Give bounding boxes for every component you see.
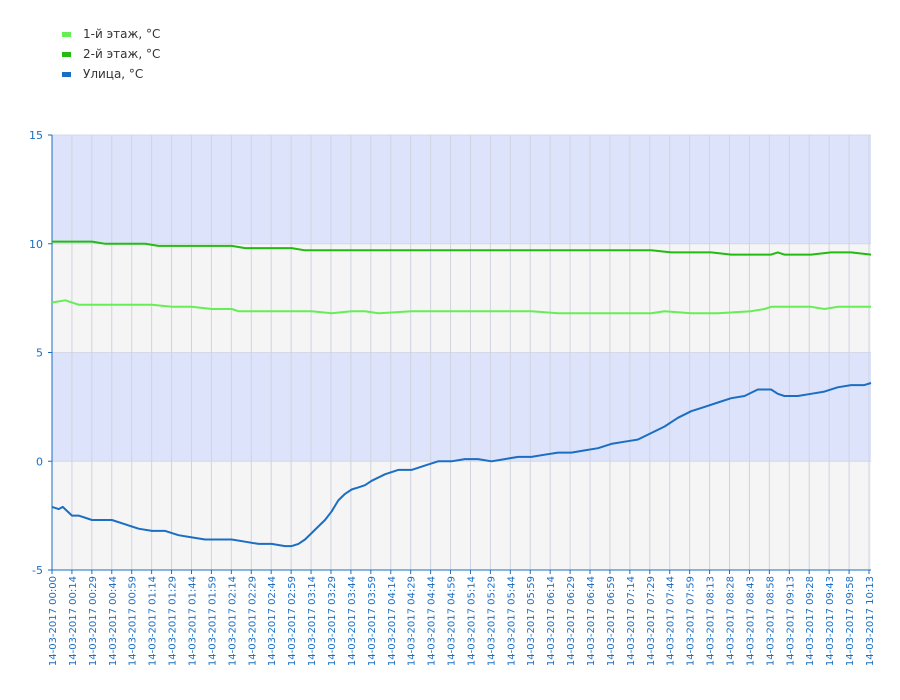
x-tick-label: 14-03-2017 02:29	[247, 576, 258, 666]
x-tick-label: 14-03-2017 07:59	[686, 576, 697, 666]
plot-band	[52, 243, 871, 353]
x-tick-label: 14-03-2017 03:29	[327, 576, 338, 666]
x-tick-label: 14-03-2017 01:29	[168, 576, 179, 666]
series-line-floor1	[51, 299, 871, 315]
legend-swatch-street	[62, 71, 71, 77]
x-tick-label: 14-03-2017 08:13	[706, 576, 717, 666]
legend-item-floor1[interactable]: 1-й этаж, °C	[62, 24, 160, 44]
x-tick-label: 14-03-2017 05:59	[526, 576, 537, 666]
x-tick-label: 14-03-2017 03:44	[347, 576, 358, 666]
legend-swatch-floor2	[62, 51, 71, 57]
x-tick-label: 14-03-2017 02:59	[287, 576, 298, 666]
x-tick-label: 14-03-2017 01:14	[148, 576, 159, 666]
y-tick-label: -5	[32, 564, 43, 577]
x-tick-label: 14-03-2017 07:29	[646, 576, 657, 666]
legend-swatch-floor1	[62, 31, 71, 37]
x-tick-label: 14-03-2017 04:29	[407, 576, 418, 666]
y-tick-label: 15	[29, 129, 43, 142]
plot-band	[52, 461, 871, 570]
legend-item-street[interactable]: Улица, °C	[62, 64, 160, 84]
legend-item-floor2[interactable]: 2-й этаж, °C	[62, 44, 160, 64]
x-tick-label: 14-03-2017 01:59	[207, 576, 218, 666]
x-tick-label: 14-03-2017 04:14	[387, 576, 398, 666]
x-tick-label: 14-03-2017 00:14	[68, 576, 79, 666]
x-tick-label: 14-03-2017 06:44	[586, 576, 597, 666]
x-tick-label: 14-03-2017 03:59	[367, 576, 378, 666]
x-tick-label: 14-03-2017 06:59	[606, 576, 617, 666]
x-tick-label: 14-03-2017 08:28	[726, 576, 737, 666]
plot-band	[52, 352, 871, 462]
x-tick-label: 14-03-2017 09:58	[845, 576, 856, 666]
x-tick-label: 14-03-2017 02:44	[267, 576, 278, 666]
x-tick-label: 14-03-2017 01:44	[187, 576, 198, 666]
x-tick-label: 14-03-2017 08:43	[745, 576, 756, 666]
x-tick-label: 14-03-2017 04:44	[427, 576, 438, 666]
legend: 1-й этаж, °C 2-й этаж, °C Улица, °C	[62, 24, 160, 84]
x-tick-label: 14-03-2017 03:14	[307, 576, 318, 666]
x-tick-label: 14-03-2017 05:44	[506, 576, 517, 666]
x-tick-label: 14-03-2017 10:13	[865, 576, 876, 666]
x-tick-label: 14-03-2017 05:29	[486, 576, 497, 666]
x-tick-label: 14-03-2017 09:43	[825, 576, 836, 666]
x-tick-label: 14-03-2017 07:14	[626, 576, 637, 666]
x-tick-label: 14-03-2017 08:58	[765, 576, 776, 666]
x-tick-label: 14-03-2017 06:29	[566, 576, 577, 666]
x-tick-label: 14-03-2017 00:00	[48, 576, 59, 666]
series-line-street	[51, 382, 872, 548]
y-tick-label: 10	[29, 238, 43, 251]
x-tick-label: 14-03-2017 05:14	[466, 576, 477, 666]
y-tick-label: 0	[36, 455, 43, 468]
x-tick-label: 14-03-2017 00:59	[128, 576, 139, 666]
x-tick-label: 14-03-2017 09:13	[785, 576, 796, 666]
x-tick-label: 14-03-2017 06:14	[546, 576, 557, 666]
plot-band	[52, 135, 871, 244]
y-tick-label: 5	[36, 347, 43, 360]
series-line-floor2	[52, 240, 872, 256]
x-tick-label: 14-03-2017 00:29	[88, 576, 99, 666]
x-tick-label: 14-03-2017 07:44	[666, 576, 677, 666]
legend-label-floor1: 1-й этаж, °C	[83, 27, 161, 41]
x-tick-label: 14-03-2017 09:28	[805, 576, 816, 666]
x-tick-label: 14-03-2017 04:59	[447, 576, 458, 666]
x-tick-label: 14-03-2017 02:14	[227, 576, 238, 666]
x-tick-label: 14-03-2017 00:44	[108, 576, 119, 666]
legend-label-street: Улица, °C	[83, 67, 144, 81]
legend-label-floor2: 2-й этаж, °C	[83, 47, 161, 61]
